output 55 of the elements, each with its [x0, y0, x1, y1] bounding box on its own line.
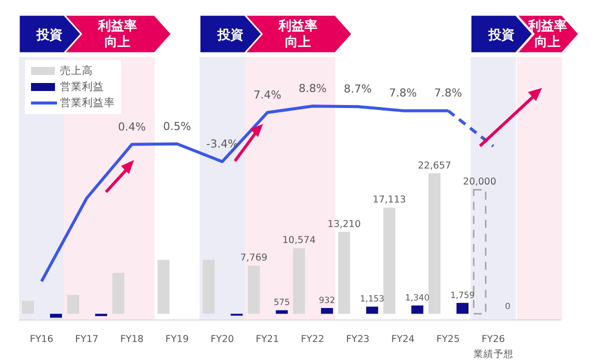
bar: [338, 232, 350, 314]
data-label: 10,574: [282, 235, 316, 246]
data-label: 17,113: [372, 194, 406, 206]
data-label: 22,657: [418, 160, 452, 172]
x-tick-label: FY21: [256, 334, 280, 345]
data-label: 8.7%: [344, 82, 372, 96]
band-label: 投資: [36, 28, 63, 43]
x-tick-label: FY16: [30, 334, 54, 345]
bar: [67, 294, 80, 314]
bar: [202, 260, 215, 314]
legend-label: 営業利益: [60, 80, 104, 95]
data-label: 7.8%: [388, 86, 417, 100]
data-label: -3.4%: [206, 138, 238, 151]
data-label: 7.4%: [253, 88, 282, 102]
bar: [321, 308, 333, 314]
bar: [276, 310, 288, 314]
bar: [472, 188, 486, 315]
data-label: 8.8%: [298, 82, 327, 96]
x-tick-label: FY24: [391, 334, 415, 345]
data-label: 1,759: [450, 290, 475, 301]
data-label: 1,153: [360, 294, 384, 305]
bar: [248, 266, 260, 314]
bar: [293, 248, 305, 314]
data-label: 7,769: [240, 252, 268, 264]
bar: [383, 208, 396, 314]
data-label: 932: [318, 296, 336, 306]
legend-label: 営業利益率: [60, 96, 115, 111]
band-label: 利益率向上: [96, 18, 137, 50]
bar: [112, 272, 124, 314]
data-label: 575: [274, 298, 290, 308]
x-tick-label: FY18: [120, 334, 144, 345]
legend-label: 売上高: [60, 64, 93, 79]
x-tick-label: FY26 業績予想: [473, 334, 514, 360]
data-label: 13,210: [328, 218, 361, 230]
bar: [22, 300, 34, 314]
data-label: 0.5%: [163, 120, 192, 133]
band-label: 投資: [487, 28, 514, 43]
data-label: 7.8%: [434, 86, 462, 100]
data-label: 1,340: [405, 293, 430, 304]
bar: [428, 173, 440, 314]
x-tick-label: FY22: [300, 334, 324, 345]
x-tick-label: FY25: [436, 334, 460, 345]
x-tick-label: FY23: [346, 334, 370, 345]
x-tick-label: FY19: [165, 334, 189, 345]
data-label: 0.4%: [118, 120, 146, 134]
x-tick-label: FY20: [210, 334, 234, 345]
data-label: 20,000: [463, 176, 496, 188]
band-label: 投資: [216, 28, 244, 43]
bar: [456, 302, 468, 314]
band-label: 利益率向上: [278, 18, 318, 50]
bar: [158, 260, 170, 314]
bar: [366, 306, 378, 314]
data-label: 0: [504, 302, 510, 312]
x-tick-label: FY17: [75, 334, 98, 345]
bar: [411, 305, 424, 314]
